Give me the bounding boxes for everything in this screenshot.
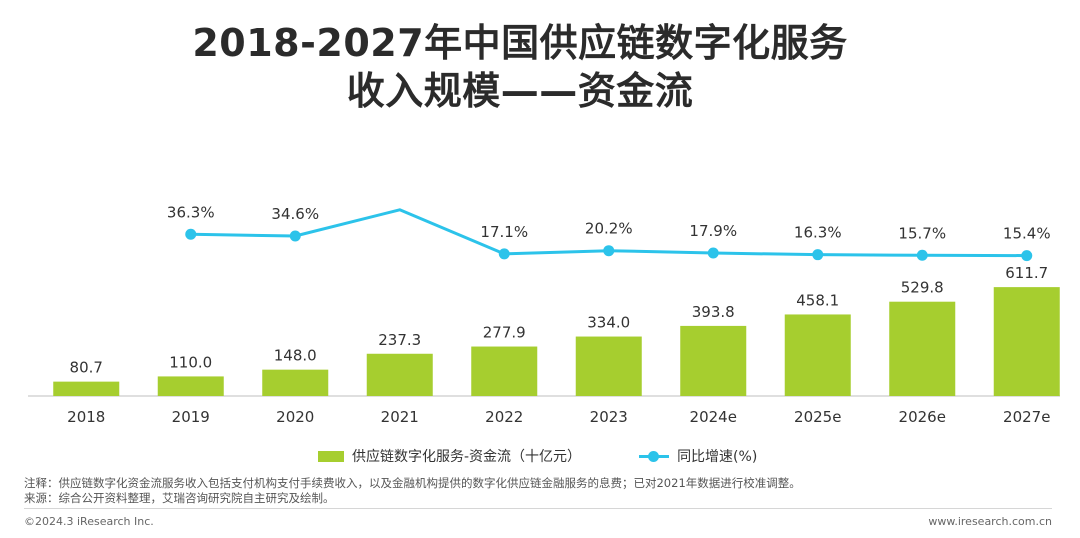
growth-label-2020: 34.6%: [271, 205, 319, 223]
growth-point-2023: [603, 245, 615, 257]
bar-2019: [157, 376, 224, 396]
footer-website: www.iresearch.com.cn: [928, 515, 1052, 528]
bar-label-2027e: 611.7: [1005, 264, 1048, 282]
legend-bar-swatch: [318, 450, 344, 462]
chart-title-line2: 收入规模——资金流: [346, 69, 694, 113]
bar-label-2026e: 529.8: [901, 279, 944, 297]
growth-point-2025e: [812, 249, 824, 261]
x-tick-2025e: 2025e: [794, 408, 841, 426]
bar-label-2021: 237.3: [378, 331, 421, 349]
x-tick-2022: 2022: [485, 408, 523, 426]
x-tick-2027e: 2027e: [1003, 408, 1050, 426]
bar-2020: [262, 369, 329, 396]
growth-label-2019: 36.3%: [167, 203, 215, 221]
growth-label-2024e: 17.9%: [689, 222, 737, 240]
bar-2023: [575, 336, 642, 396]
bar-2027e: [993, 287, 1060, 396]
growth-point-2027e: [1021, 250, 1033, 262]
x-tick-2021: 2021: [381, 408, 419, 426]
chart-legend: 供应链数字化服务-资金流（十亿元） 同比增速(%): [318, 445, 757, 467]
bar-label-2019: 110.0: [169, 353, 212, 371]
bar-label-2023: 334.0: [587, 314, 630, 332]
growth-point-2020: [289, 230, 301, 242]
footer-copyright: ©2024.3 iResearch Inc.: [24, 515, 154, 528]
bar-2018: [53, 381, 120, 396]
chart-title-line1: 2018-2027年中国供应链数字化服务: [192, 21, 848, 65]
x-tick-2026e: 2026e: [899, 408, 946, 426]
bar-label-2025e: 458.1: [796, 291, 839, 309]
legend-line-swatch: [639, 450, 670, 462]
x-tick-2023: 2023: [590, 408, 628, 426]
bar-2022: [471, 346, 538, 396]
x-tick-2024e: 2024e: [690, 408, 737, 426]
chart-area: 80.7 2018 110.0 2019 148.0 2020 237.3 2021 277.9…: [28, 203, 1060, 426]
x-tick-2020: 2020: [276, 408, 314, 426]
bar-2021: [366, 353, 433, 396]
growth-label-2026e: 15.7%: [898, 224, 946, 242]
bar-2024e: [680, 325, 747, 396]
legend-line-label: 同比增速(%): [677, 449, 758, 465]
bar-label-2020: 148.0: [274, 347, 317, 365]
bar-2026e: [889, 301, 956, 396]
bar-label-2018: 80.7: [70, 359, 103, 377]
growth-label-2027e: 15.4%: [1003, 225, 1051, 243]
x-tick-2018: 2018: [67, 408, 105, 426]
note-source: 来源：综合公开资料整理，艾瑞咨询研究院自主研究及绘制。: [24, 491, 335, 505]
bar-label-2022: 277.9: [483, 324, 526, 342]
growth-point-2022: [498, 248, 510, 260]
growth-label-2023: 20.2%: [585, 220, 633, 238]
bar-2025e: [784, 314, 851, 396]
x-tick-2019: 2019: [172, 408, 210, 426]
growth-label-2022: 17.1%: [480, 223, 528, 241]
growth-point-2026e: [916, 249, 928, 261]
bar-label-2024e: 393.8: [692, 303, 735, 321]
chart-notes: 注释：供应链数字化资金流服务收入包括支付机构支付手续费收入，以及金融机构提供的数…: [24, 476, 801, 506]
growth-label-2025e: 16.3%: [794, 224, 842, 242]
growth-point-2024e: [707, 247, 719, 259]
growth-point-2019: [185, 228, 197, 240]
note-comment: 注释：供应链数字化资金流服务收入包括支付机构支付手续费收入，以及金融机构提供的数…: [24, 476, 801, 490]
footer-divider: [24, 508, 1052, 509]
legend-bar-label: 供应链数字化服务-资金流（十亿元）: [352, 449, 582, 465]
